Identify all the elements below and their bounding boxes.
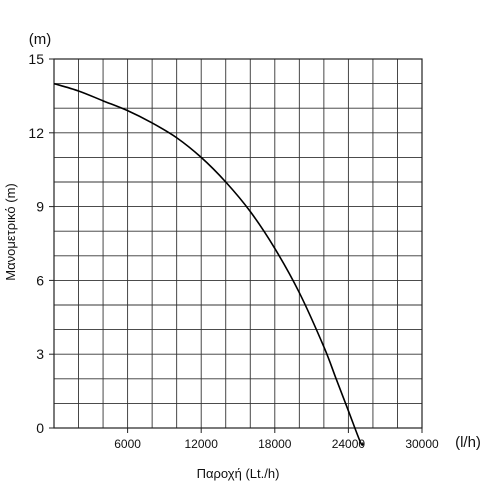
y-tick-label: 12 [28,125,44,141]
x-axis-title: Παροχή (Lt./h) [197,466,280,481]
y-tick-label: 6 [36,272,44,288]
y-tick-labels: 0 3 6 9 12 15 [28,51,44,436]
y-tick-label: 15 [28,51,44,67]
x-tick-label: 12000 [185,437,219,451]
chart-grid [54,59,422,428]
x-tick-labels: 6000 12000 18000 24000 30000 [114,437,439,451]
plot-frame [53,58,423,429]
x-unit-label: (l/h) [455,434,481,451]
y-tick-label: 0 [36,420,44,436]
pump-curve-line [53,82,364,446]
x-tick-label: 24000 [332,437,366,451]
x-tick-label: 6000 [114,437,141,451]
chart-series [53,82,364,446]
chart-axes [49,58,423,433]
x-tick-label: 18000 [258,437,292,451]
y-tick-label: 3 [36,346,44,362]
y-axis-title: Μανομετρικό (m) [3,183,18,280]
y-tick-label: 9 [36,199,44,215]
x-tick-label: 30000 [405,437,439,451]
y-unit-label: (m) [29,31,52,48]
